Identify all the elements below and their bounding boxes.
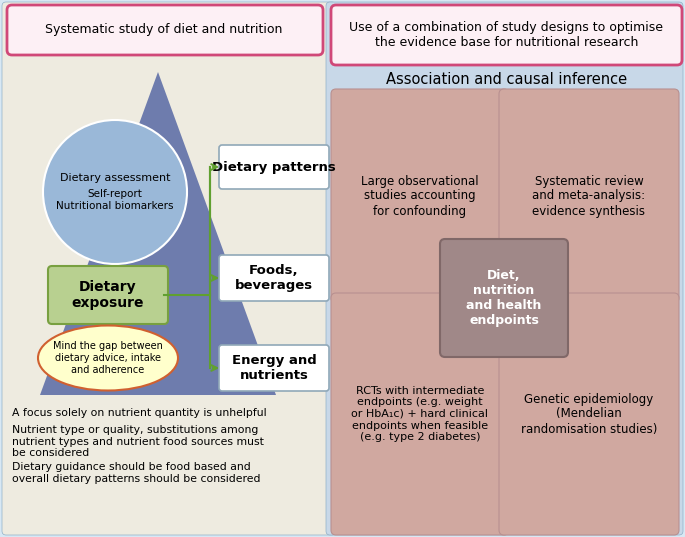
- Polygon shape: [40, 72, 276, 395]
- Text: Dietary guidance should be food based and
overall dietary patterns should be con: Dietary guidance should be food based an…: [12, 462, 260, 484]
- Circle shape: [43, 120, 187, 264]
- Text: Dietary
exposure: Dietary exposure: [72, 280, 145, 310]
- FancyBboxPatch shape: [48, 266, 168, 324]
- Text: Dietary assessment: Dietary assessment: [60, 173, 171, 183]
- Text: Association and causal inference: Association and causal inference: [386, 72, 627, 88]
- FancyBboxPatch shape: [7, 5, 323, 55]
- Text: Energy and
nutrients: Energy and nutrients: [232, 354, 316, 382]
- Text: Genetic epidemiology
(Mendelian
randomisation studies): Genetic epidemiology (Mendelian randomis…: [521, 393, 657, 436]
- Text: Systematic study of diet and nutrition: Systematic study of diet and nutrition: [45, 24, 283, 37]
- FancyBboxPatch shape: [499, 89, 679, 303]
- FancyBboxPatch shape: [331, 89, 509, 303]
- FancyBboxPatch shape: [2, 2, 336, 535]
- Text: RCTs with intermediate
endpoints (e.g. weight
or HbA₁c) + hard clinical
endpoint: RCTs with intermediate endpoints (e.g. w…: [351, 386, 488, 442]
- Text: Dietary patterns: Dietary patterns: [212, 161, 336, 173]
- Ellipse shape: [38, 325, 178, 390]
- FancyBboxPatch shape: [219, 255, 329, 301]
- Text: Systematic review
and meta-analysis:
evidence synthesis: Systematic review and meta-analysis: evi…: [532, 175, 645, 217]
- FancyBboxPatch shape: [499, 293, 679, 535]
- FancyBboxPatch shape: [326, 2, 683, 535]
- FancyBboxPatch shape: [331, 5, 682, 65]
- Text: A focus solely on nutrient quantity is unhelpful: A focus solely on nutrient quantity is u…: [12, 408, 266, 418]
- Text: Foods,
beverages: Foods, beverages: [235, 264, 313, 292]
- FancyBboxPatch shape: [331, 293, 509, 535]
- FancyBboxPatch shape: [219, 145, 329, 189]
- Text: Large observational
studies accounting
for confounding: Large observational studies accounting f…: [361, 175, 479, 217]
- Text: Nutrient type or quality, substitutions among
nutrient types and nutrient food s: Nutrient type or quality, substitutions …: [12, 425, 264, 458]
- Text: Diet,
nutrition
and health
endpoints: Diet, nutrition and health endpoints: [466, 269, 542, 327]
- Text: Self-report
Nutritional biomarkers: Self-report Nutritional biomarkers: [56, 189, 174, 211]
- FancyBboxPatch shape: [219, 345, 329, 391]
- FancyBboxPatch shape: [440, 239, 568, 357]
- Text: Use of a combination of study designs to optimise
the evidence base for nutritio: Use of a combination of study designs to…: [349, 21, 664, 49]
- Text: Mind the gap between
dietary advice, intake
and adherence: Mind the gap between dietary advice, int…: [53, 342, 163, 375]
